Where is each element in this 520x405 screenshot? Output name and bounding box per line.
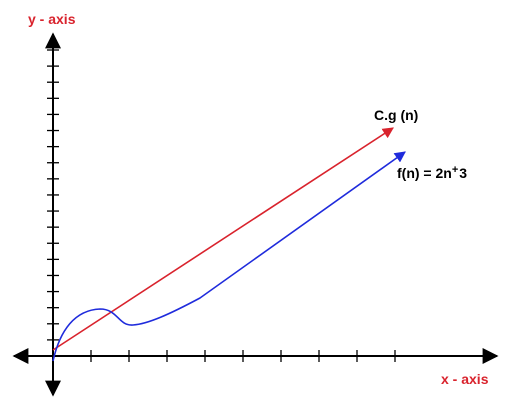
f-function-plus: + — [452, 164, 458, 176]
f-function-main: f(n) = 2n — [397, 165, 452, 181]
y-axis-ticks — [47, 49, 59, 341]
x-axis-label: x - axis — [441, 371, 489, 387]
f-curve — [52, 151, 406, 362]
cg-line — [52, 127, 394, 351]
y-axis-label: y - axis — [28, 11, 76, 27]
f-function-tail: 3 — [459, 165, 467, 181]
cg-label: C.g (n) — [374, 107, 418, 123]
f-function-label: f(n) = 2n+3 — [397, 164, 467, 181]
